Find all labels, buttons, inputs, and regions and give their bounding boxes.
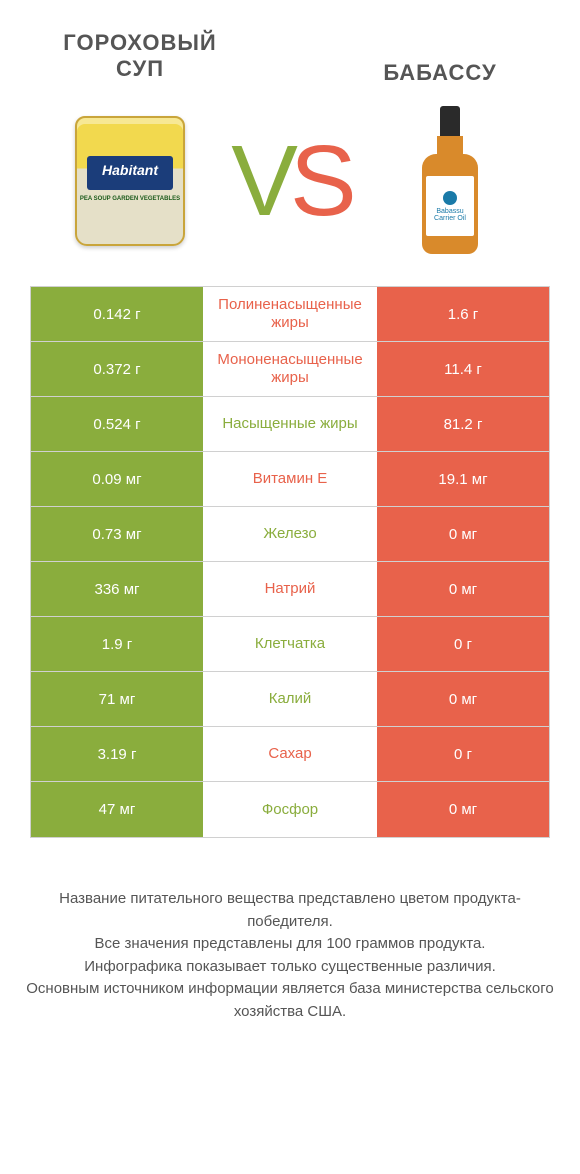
footer-notes: Название питательного вещества представл… [20,888,560,1023]
title-right: БАБАССУ [340,60,540,86]
left-value-cell: 0.372 г [31,342,203,396]
footer-line: Название питательного вещества представл… [20,888,560,933]
table-row: 71 мгКалий0 мг [31,672,549,727]
bottle-illustration: Babassu Carrier Oil [422,106,478,256]
table-row: 3.19 гСахар0 г [31,727,549,782]
comparison-table: 0.142 гПолиненасыщенные жиры1.6 г0.372 г… [30,286,550,838]
nutrient-name-cell: Полиненасыщенные жиры [203,287,377,341]
left-value-cell: 0.09 мг [31,452,203,506]
table-row: 1.9 гКлетчатка0 г [31,617,549,672]
nutrient-name-cell: Мононенасыщенные жиры [203,342,377,396]
table-row: 336 мгНатрий0 мг [31,562,549,617]
product-right-image: Babassu Carrier Oil [380,106,520,256]
right-value-cell: 0 мг [377,562,549,616]
right-value-cell: 0 мг [377,672,549,726]
nutrient-name-cell: Клетчатка [203,617,377,671]
product-left-image: PEA SOUP GARDEN VEGETABLES [60,106,200,256]
table-row: 47 мгФосфор0 мг [31,782,549,837]
drop-icon [443,191,457,205]
vs-s: S [290,125,349,237]
table-row: 0.372 гМононенасыщенные жиры11.4 г [31,342,549,397]
nutrient-name-cell: Фосфор [203,782,377,837]
footer-line: Основным источником информации является … [20,978,560,1023]
header: ГОРОХОВЫЙ СУП БАБАССУ [0,0,580,96]
right-value-cell: 1.6 г [377,287,549,341]
table-row: 0.73 мгЖелезо0 мг [31,507,549,562]
left-value-cell: 0.73 мг [31,507,203,561]
table-row: 0.09 мгВитамин E19.1 мг [31,452,549,507]
nutrient-name-cell: Витамин E [203,452,377,506]
right-value-cell: 0 г [377,727,549,781]
footer-line: Все значения представлены для 100 граммо… [20,933,560,956]
vs-v: V [231,125,290,237]
nutrient-name-cell: Насыщенные жиры [203,397,377,451]
left-value-cell: 71 мг [31,672,203,726]
left-value-cell: 0.524 г [31,397,203,451]
left-value-cell: 47 мг [31,782,203,837]
table-row: 0.142 гПолиненасыщенные жиры1.6 г [31,287,549,342]
nutrient-name-cell: Натрий [203,562,377,616]
footer-line: Инфографика показывает только существенн… [20,956,560,979]
title-left: ГОРОХОВЫЙ СУП [40,30,240,82]
can-illustration: PEA SOUP GARDEN VEGETABLES [75,116,185,246]
right-value-cell: 0 г [377,617,549,671]
table-row: 0.524 гНасыщенные жиры81.2 г [31,397,549,452]
nutrient-name-cell: Калий [203,672,377,726]
left-value-cell: 0.142 г [31,287,203,341]
right-value-cell: 19.1 мг [377,452,549,506]
left-value-cell: 1.9 г [31,617,203,671]
can-sublabel: PEA SOUP GARDEN VEGETABLES [77,196,183,202]
left-value-cell: 3.19 г [31,727,203,781]
nutrient-name-cell: Сахар [203,727,377,781]
right-value-cell: 0 мг [377,507,549,561]
right-value-cell: 11.4 г [377,342,549,396]
vs-label: VS [231,124,348,239]
nutrient-name-cell: Железо [203,507,377,561]
right-value-cell: 81.2 г [377,397,549,451]
left-value-cell: 336 мг [31,562,203,616]
bottle-label: Babassu Carrier Oil [426,176,474,236]
right-value-cell: 0 мг [377,782,549,837]
image-row: PEA SOUP GARDEN VEGETABLES VS Babassu Ca… [0,96,580,286]
